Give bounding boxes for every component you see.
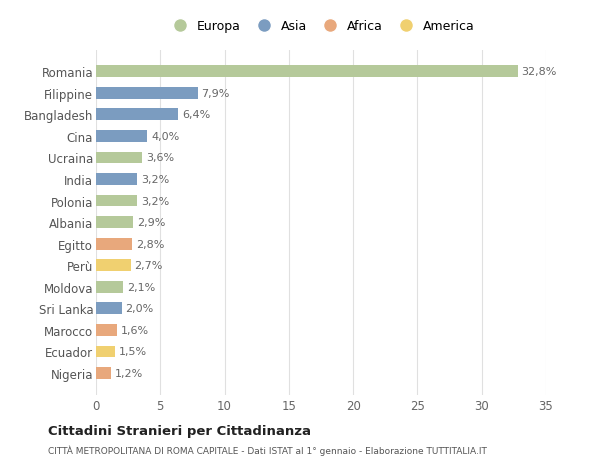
Text: 3,6%: 3,6%: [146, 153, 174, 163]
Bar: [96, 260, 131, 272]
Bar: [96, 324, 116, 336]
Legend: Europa, Asia, Africa, America: Europa, Asia, Africa, America: [162, 16, 480, 39]
Text: 3,2%: 3,2%: [141, 196, 169, 206]
Bar: [96, 152, 142, 164]
Bar: [96, 66, 518, 78]
Bar: [96, 238, 132, 250]
Text: 6,4%: 6,4%: [182, 110, 211, 120]
Text: 1,2%: 1,2%: [115, 368, 143, 378]
Text: 2,7%: 2,7%: [134, 261, 163, 271]
Text: 4,0%: 4,0%: [151, 132, 179, 141]
Text: CITTÀ METROPOLITANA DI ROMA CAPITALE - Dati ISTAT al 1° gennaio - Elaborazione T: CITTÀ METROPOLITANA DI ROMA CAPITALE - D…: [48, 444, 487, 455]
Text: 2,8%: 2,8%: [136, 239, 164, 249]
Bar: [96, 88, 197, 100]
Bar: [96, 174, 137, 185]
Bar: [96, 217, 133, 229]
Text: 2,0%: 2,0%: [125, 304, 154, 313]
Bar: [96, 195, 137, 207]
Text: 32,8%: 32,8%: [521, 67, 557, 77]
Text: 7,9%: 7,9%: [202, 89, 230, 99]
Bar: [96, 303, 122, 314]
Bar: [96, 109, 178, 121]
Bar: [96, 346, 115, 358]
Bar: [96, 281, 123, 293]
Bar: [96, 367, 112, 379]
Text: Cittadini Stranieri per Cittadinanza: Cittadini Stranieri per Cittadinanza: [48, 425, 311, 437]
Bar: [96, 131, 148, 142]
Text: 1,6%: 1,6%: [121, 325, 149, 335]
Text: 2,1%: 2,1%: [127, 282, 155, 292]
Text: 3,2%: 3,2%: [141, 174, 169, 185]
Text: 2,9%: 2,9%: [137, 218, 166, 228]
Text: 1,5%: 1,5%: [119, 347, 147, 357]
